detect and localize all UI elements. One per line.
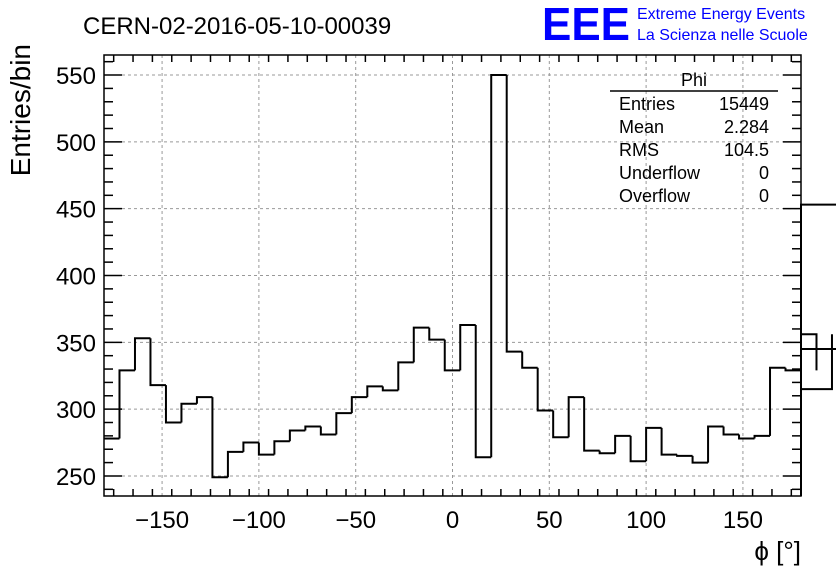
- histogram-bin: [521, 351, 538, 369]
- histogram-bin: [350, 396, 368, 414]
- stats-row-label: Underflow: [619, 163, 701, 183]
- histogram-bin: [552, 410, 569, 439]
- histogram-bin: [801, 333, 818, 371]
- histogram-bin: [118, 369, 135, 439]
- y-tick-label: 400: [56, 264, 96, 291]
- histogram-bin: [381, 386, 399, 392]
- y-tick-label: 500: [56, 130, 96, 157]
- histogram-bin: [273, 440, 290, 455]
- logo-mark: EEE: [542, 0, 630, 50]
- logo: EEE Extreme Energy Events La Scienza nel…: [542, 0, 808, 50]
- histogram-bin: [288, 429, 306, 442]
- histogram-bin: [242, 441, 259, 452]
- histogram-bin: [412, 326, 430, 363]
- histogram-bin: [149, 338, 166, 387]
- stats-row-value: 104.5: [724, 140, 769, 160]
- histogram-bin: [676, 454, 693, 457]
- x-tick-label: 0: [446, 507, 459, 534]
- stats-row-label: Entries: [619, 94, 675, 114]
- x-tick-label: −150: [135, 507, 189, 534]
- histogram-bin: [629, 435, 647, 463]
- histogram-bin: [614, 434, 631, 454]
- histogram-bin: [397, 361, 414, 391]
- histogram-bin: [753, 434, 771, 439]
- histogram-bin: [211, 397, 228, 479]
- histogram-bin: [769, 366, 786, 436]
- stats-row-value: 2.284: [724, 117, 769, 137]
- histogram-bin: [195, 396, 213, 404]
- chart-title: CERN-02-2016-05-10-00039: [83, 13, 391, 40]
- histogram-bin: [801, 334, 833, 391]
- axis-ticks: [104, 55, 801, 496]
- stats-row-label: Overflow: [619, 186, 691, 206]
- histogram-bin: [428, 327, 445, 341]
- histogram-bin: [738, 434, 755, 440]
- histogram-bin: [645, 426, 662, 462]
- logo-line-2: La Scienza nelle Scuole: [637, 27, 808, 44]
- histogram-bin: [335, 412, 352, 435]
- stats-row-label: Mean: [619, 117, 664, 137]
- histogram-bin: [133, 337, 151, 371]
- grid-lines: [104, 55, 801, 496]
- y-tick-label: 550: [56, 63, 96, 90]
- y-axis-label: Entries/bin: [5, 44, 36, 176]
- histogram-bin: [180, 402, 197, 423]
- y-tick-label: 450: [56, 197, 96, 224]
- histogram-bin: [226, 450, 244, 478]
- histogram-bin: [319, 426, 337, 436]
- histogram-bin: [784, 367, 801, 372]
- histogram-bin: [660, 427, 678, 456]
- histogram-bin: [257, 442, 275, 456]
- histogram-bin: [801, 348, 836, 350]
- y-tick-label: 350: [56, 330, 96, 357]
- x-tick-label: −100: [232, 507, 286, 534]
- histogram-bin: [722, 426, 740, 436]
- histogram-bin: [490, 74, 507, 458]
- stats-row-value: 0: [759, 186, 769, 206]
- y-tick-label: 250: [56, 464, 96, 491]
- histogram-bars: [104, 74, 836, 496]
- histogram-bin: [800, 203, 836, 496]
- tick-labels: −150 −100 −50 0 50 100 150 250 300 350 400 450 500 55…: [56, 63, 763, 534]
- histogram-bin: [459, 323, 476, 371]
- histogram-bin: [567, 396, 585, 438]
- histogram-bin: [304, 425, 321, 431]
- histogram-bin: [583, 397, 600, 452]
- x-tick-label: −50: [335, 507, 376, 534]
- histogram-bin: [505, 75, 523, 353]
- histogram-bin: [443, 339, 461, 372]
- logo-line-1: Extreme Energy Events: [637, 6, 805, 23]
- stats-row-label: RMS: [619, 140, 659, 160]
- stats-row-value: 0: [759, 163, 769, 183]
- histogram-bin: [164, 385, 182, 424]
- y-tick-label: 300: [56, 397, 96, 424]
- x-tick-label: 150: [723, 507, 763, 534]
- histogram-bin: [536, 367, 554, 412]
- histogram-bin: [707, 425, 724, 463]
- x-tick-label: 50: [536, 507, 563, 534]
- x-tick-label: 100: [626, 507, 666, 534]
- stats-box: Phi Entries 15449 Mean 2.284 RMS 104.5 Underfl…: [610, 70, 778, 206]
- stats-title: Phi: [681, 70, 707, 90]
- x-axis-label: ϕ [°]: [754, 536, 801, 566]
- stats-rows: Entries 15449 Mean 2.284 RMS 104.5 Underflow 0 O…: [619, 94, 769, 206]
- stats-row-value: 15449: [719, 94, 769, 114]
- histogram-bin: [474, 324, 492, 459]
- histogram-bin: [366, 385, 383, 398]
- histogram-bin: [598, 450, 616, 455]
- histogram-bin: [691, 455, 709, 464]
